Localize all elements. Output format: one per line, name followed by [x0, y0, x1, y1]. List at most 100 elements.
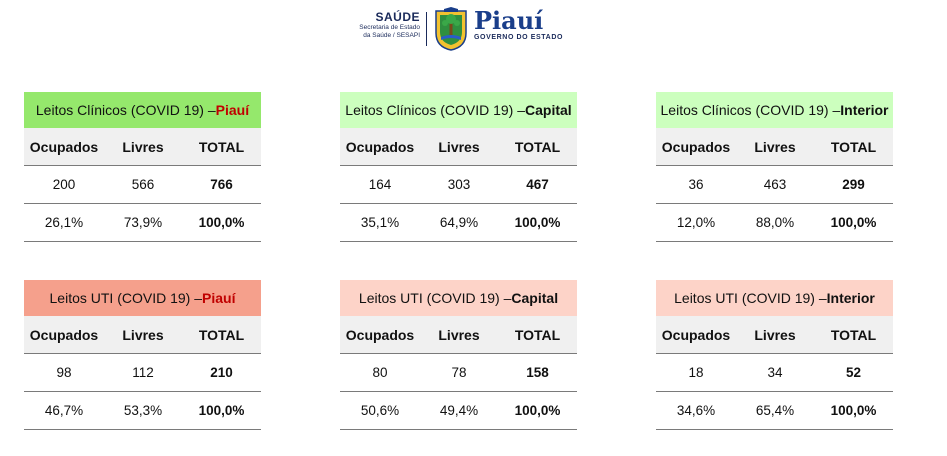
column-header-livres: Livres	[754, 138, 796, 155]
column-header-total: TOTAL	[514, 326, 561, 343]
card-region: Capital	[525, 102, 572, 118]
column-header-ocupados: Ocupados	[29, 326, 99, 343]
card-clinicos-capital: Leitos Clínicos (COVID 19) – Capital Ocup…	[340, 92, 577, 242]
coat-of-arms-icon	[435, 7, 467, 51]
count-total: 766	[210, 177, 233, 192]
count-ocupados: 200	[52, 177, 76, 192]
card-title: Leitos UTI (COVID 19) – Piauí	[24, 280, 261, 316]
state-logo: Piauí GOVERNO DO ESTADO	[474, 6, 564, 42]
counts-row: 18 34 52	[656, 354, 893, 391]
percent-ocupados: 12,0%	[676, 215, 716, 230]
count-ocupados: 80	[372, 365, 388, 380]
column-header-total: TOTAL	[830, 138, 877, 155]
count-ocupados: 18	[688, 365, 704, 380]
column-header-total: TOTAL	[830, 326, 877, 343]
percents-row: 35,1% 64,9% 100,0%	[340, 203, 577, 242]
column-header-total: TOTAL	[514, 138, 561, 155]
percent-ocupados: 26,1%	[44, 215, 84, 230]
card-title-text: Leitos UTI (COVID 19) –	[358, 290, 512, 306]
saude-subtitle-2: da Saúde / SESAPI	[363, 32, 420, 39]
column-header-row: Ocupados Livres TOTAL	[24, 316, 261, 354]
state-subtitle: GOVERNO DO ESTADO	[474, 34, 564, 41]
percent-ocupados: 46,7%	[44, 403, 84, 418]
count-livres: 112	[132, 365, 154, 380]
header: SAÚDE Secretaria de Estado da Saúde / SE…	[0, 0, 947, 60]
count-livres: 78	[451, 365, 467, 380]
column-header-row: Ocupados Livres TOTAL	[340, 316, 577, 354]
column-header-ocupados: Ocupados	[661, 326, 731, 343]
column-header-livres: Livres	[122, 138, 164, 155]
percent-livres: 65,4%	[755, 403, 795, 418]
card-title-text: Leitos UTI (COVID 19) –	[49, 290, 203, 306]
column-header-ocupados: Ocupados	[345, 326, 415, 343]
column-header-ocupados: Ocupados	[661, 138, 731, 155]
card-title: Leitos UTI (COVID 19) – Interior	[656, 280, 893, 316]
count-ocupados: 164	[368, 177, 392, 192]
percents-row: 46,7% 53,3% 100,0%	[24, 391, 261, 430]
percent-total: 100,0%	[830, 403, 877, 418]
column-header-livres: Livres	[122, 326, 164, 343]
count-livres: 303	[447, 177, 471, 192]
percent-total: 100,0%	[198, 403, 245, 418]
card-title: Leitos UTI (COVID 19) – Capital	[340, 280, 577, 316]
column-header-livres: Livres	[438, 326, 480, 343]
percent-livres: 53,3%	[123, 403, 163, 418]
percents-row: 34,6% 65,4% 100,0%	[656, 391, 893, 430]
count-total: 158	[526, 365, 549, 380]
count-total: 467	[526, 177, 549, 192]
counts-row: 80 78 158	[340, 354, 577, 391]
card-region: Interior	[826, 290, 875, 306]
percent-livres: 64,9%	[439, 215, 479, 230]
card-region: Piauí	[202, 290, 236, 306]
card-title-text: Leitos Clínicos (COVID 19) –	[660, 102, 841, 118]
card-uti-interior: Leitos UTI (COVID 19) – Interior Ocupados…	[656, 280, 893, 430]
card-title-text: Leitos UTI (COVID 19) –	[674, 290, 827, 306]
column-header-row: Ocupados Livres TOTAL	[24, 128, 261, 166]
column-header-total: TOTAL	[198, 326, 245, 343]
column-header-total: TOTAL	[198, 138, 245, 155]
card-title-text: Leitos Clínicos (COVID 19) –	[35, 102, 216, 118]
count-total: 210	[210, 365, 233, 380]
column-header-ocupados: Ocupados	[345, 138, 415, 155]
count-ocupados: 36	[688, 177, 704, 192]
card-region: Capital	[511, 290, 559, 306]
column-header-row: Ocupados Livres TOTAL	[340, 128, 577, 166]
count-total: 299	[842, 177, 865, 192]
column-header-livres: Livres	[754, 326, 796, 343]
count-ocupados: 98	[56, 365, 72, 380]
column-header-row: Ocupados Livres TOTAL	[656, 316, 893, 354]
card-uti-capital: Leitos UTI (COVID 19) – Capital Ocupados L…	[340, 280, 577, 430]
percent-ocupados: 50,6%	[360, 403, 400, 418]
state-name: Piauí	[474, 6, 544, 35]
count-total: 52	[845, 365, 862, 380]
count-livres: 463	[763, 177, 787, 192]
percent-ocupados: 34,6%	[676, 403, 716, 418]
card-title: Leitos Clínicos (COVID 19) – Interior	[656, 92, 893, 128]
percent-total: 100,0%	[198, 215, 245, 230]
percents-row: 26,1% 73,9% 100,0%	[24, 203, 261, 242]
percent-total: 100,0%	[514, 403, 561, 418]
saude-logo: SAÚDE Secretaria de Estado da Saúde / SE…	[300, 10, 420, 40]
percent-livres: 49,4%	[439, 403, 479, 418]
column-header-livres: Livres	[438, 138, 480, 155]
counts-row: 36 463 299	[656, 166, 893, 203]
card-region: Piauí	[215, 102, 250, 118]
percents-row: 50,6% 49,4% 100,0%	[340, 391, 577, 430]
counts-row: 164 303 467	[340, 166, 577, 203]
percent-livres: 88,0%	[755, 215, 795, 230]
card-clinicos-piaui: Leitos Clínicos (COVID 19) – Piauí Ocupad…	[24, 92, 261, 242]
column-header-row: Ocupados Livres TOTAL	[656, 128, 893, 166]
count-livres: 34	[767, 365, 783, 380]
saude-title: SAÚDE	[375, 10, 420, 24]
card-clinicos-interior: Leitos Clínicos (COVID 19) – Interior Ocu…	[656, 92, 893, 242]
card-region: Interior	[840, 102, 889, 118]
percent-ocupados: 35,1%	[360, 215, 400, 230]
percent-total: 100,0%	[514, 215, 561, 230]
column-header-ocupados: Ocupados	[29, 138, 99, 155]
count-livres: 566	[131, 177, 155, 192]
card-uti-piaui: Leitos UTI (COVID 19) – Piauí Ocupados Liv…	[24, 280, 261, 430]
counts-row: 98 112 210	[24, 354, 261, 391]
saude-subtitle-1: Secretaria de Estado	[359, 24, 420, 31]
percent-total: 100,0%	[830, 215, 877, 230]
percents-row: 12,0% 88,0% 100,0%	[656, 203, 893, 242]
